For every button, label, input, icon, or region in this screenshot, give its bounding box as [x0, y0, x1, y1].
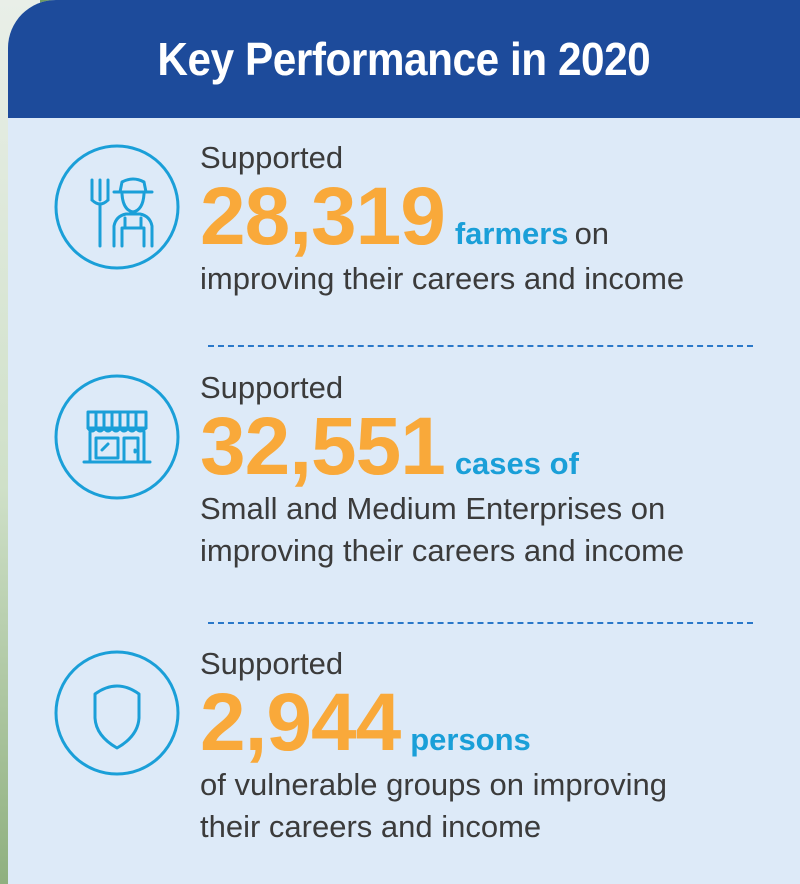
farmer-icon	[52, 142, 182, 272]
stat-unit-suffix: on	[574, 216, 610, 251]
card-header: Key Performance in 2020	[8, 0, 800, 118]
storefront-icon	[52, 372, 182, 502]
performance-card: Key Performance in 2020	[8, 0, 800, 884]
stat-sme: Supported 32,551 cases of Small and Mediu…	[8, 360, 800, 600]
lead-text: Supported	[200, 140, 344, 175]
dashed-divider	[208, 345, 753, 347]
stat-description: their careers and income	[200, 809, 542, 844]
stat-number: 2,944	[200, 677, 401, 768]
stat-description: Small and Medium Enterprises on	[200, 491, 666, 526]
card-title: Key Performance in 2020	[157, 33, 651, 85]
lead-text: Supported	[200, 370, 344, 405]
stat-number: 32,551	[200, 401, 446, 492]
stat-unit: farmers	[454, 216, 569, 251]
stat-unit: cases of	[454, 446, 579, 481]
stat-description: improving their careers and income	[200, 533, 685, 568]
stat-unit: persons	[410, 722, 531, 757]
lead-text: Supported	[200, 646, 344, 681]
stat-number: 28,319	[200, 171, 446, 262]
stat-vulnerable-groups: Supported 2,944 persons of vulnerable gro…	[8, 636, 800, 884]
shield-icon	[52, 648, 182, 778]
stat-farmers: Supported 28,319 farmers on improving thei…	[8, 130, 800, 330]
stat-description: of vulnerable groups on improving	[200, 767, 667, 802]
dashed-divider	[208, 622, 753, 624]
stat-description: improving their careers and income	[200, 261, 685, 296]
